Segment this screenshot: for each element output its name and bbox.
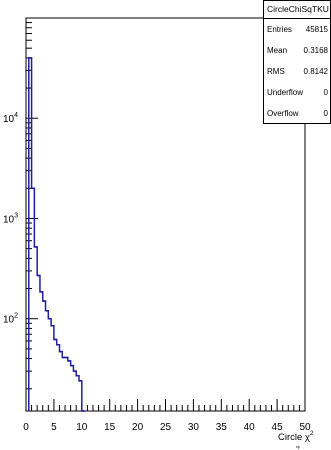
- stats-value: 0: [323, 88, 328, 97]
- x-tick-label: 5: [51, 422, 57, 433]
- x-axis-title-subscript: rϕ: [296, 444, 300, 449]
- stats-row-entries: Entries 45815: [264, 19, 330, 40]
- x-tick-label: 30: [188, 422, 200, 433]
- x-tick-label: 20: [132, 422, 144, 433]
- x-tick-label: 0: [23, 422, 29, 433]
- x-axis-title: Circle χ2: [278, 430, 314, 443]
- statistics-box: CircleChiSqTKU Entries 45815 Mean 0.3168…: [263, 0, 331, 124]
- stats-label: Mean: [267, 46, 288, 55]
- stats-label: Entries: [267, 25, 292, 34]
- stats-label: Underflow: [267, 88, 304, 97]
- stats-row-overflow: Overflow 0: [264, 103, 330, 124]
- histogram-series: [28, 57, 85, 412]
- x-tick-label: 50: [299, 422, 311, 433]
- stats-label: Overflow: [267, 109, 299, 118]
- stats-row-mean: Mean 0.3168: [264, 40, 330, 61]
- x-tick-label: 10: [76, 422, 88, 433]
- x-tick-label: 25: [160, 422, 172, 433]
- stats-value: 0.3168: [303, 46, 328, 55]
- stats-row-rms: RMS 0.8142: [264, 61, 330, 82]
- stats-value: 45815: [305, 25, 328, 34]
- x-tick-label: 40: [244, 422, 256, 433]
- stats-row-underflow: Underflow 0: [264, 82, 330, 103]
- y-tick-label: 103: [3, 212, 18, 225]
- x-tick-label: 35: [216, 422, 228, 433]
- x-axis-title-superscript: 2: [310, 430, 314, 437]
- x-axis-title-base: Circle χ: [278, 432, 310, 443]
- stats-value: 0: [323, 109, 328, 118]
- x-tick-label: 45: [272, 422, 284, 433]
- y-tick-label: 104: [3, 112, 18, 125]
- stats-value: 0.8142: [303, 67, 328, 76]
- x-tick-label: 15: [104, 422, 116, 433]
- y-tick-label: 102: [3, 313, 18, 326]
- stats-title: CircleChiSqTKU: [264, 1, 330, 19]
- stats-label: RMS: [267, 67, 285, 76]
